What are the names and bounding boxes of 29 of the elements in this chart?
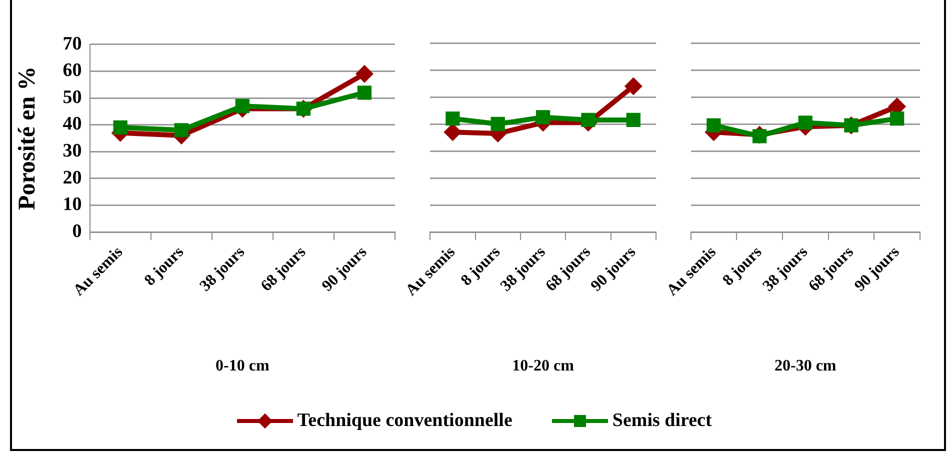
legend-label: Semis direct — [612, 410, 712, 432]
point — [113, 120, 128, 135]
point — [626, 112, 640, 128]
y-tick-label: 20 — [62, 167, 82, 188]
y-tick-label: 30 — [62, 140, 82, 162]
y-tick-label: 0 — [72, 220, 82, 242]
x-axis-title: 10-20 cm — [512, 358, 575, 375]
point — [890, 112, 904, 126]
y-tick-label: 70 — [62, 33, 82, 54]
y-tick-label: 50 — [62, 86, 82, 108]
point — [798, 116, 812, 130]
x-axis-title: 20-30 cm — [774, 358, 837, 375]
point — [174, 123, 188, 138]
point — [357, 86, 372, 100]
point — [446, 112, 460, 126]
y-axis-title: Porosité en % — [14, 66, 41, 210]
point — [624, 77, 642, 96]
point — [355, 64, 374, 83]
point — [490, 116, 505, 132]
point — [752, 129, 767, 144]
point — [536, 110, 550, 124]
x-axis-title: 0-10 cm — [216, 358, 270, 375]
point — [581, 112, 596, 128]
legend-label: Technique conventionnelle — [297, 410, 512, 432]
y-tick-label: 10 — [62, 194, 82, 216]
point — [235, 98, 250, 114]
y-tick-label: 60 — [62, 60, 82, 82]
y-tick-label: 40 — [62, 114, 82, 135]
point — [706, 118, 721, 132]
